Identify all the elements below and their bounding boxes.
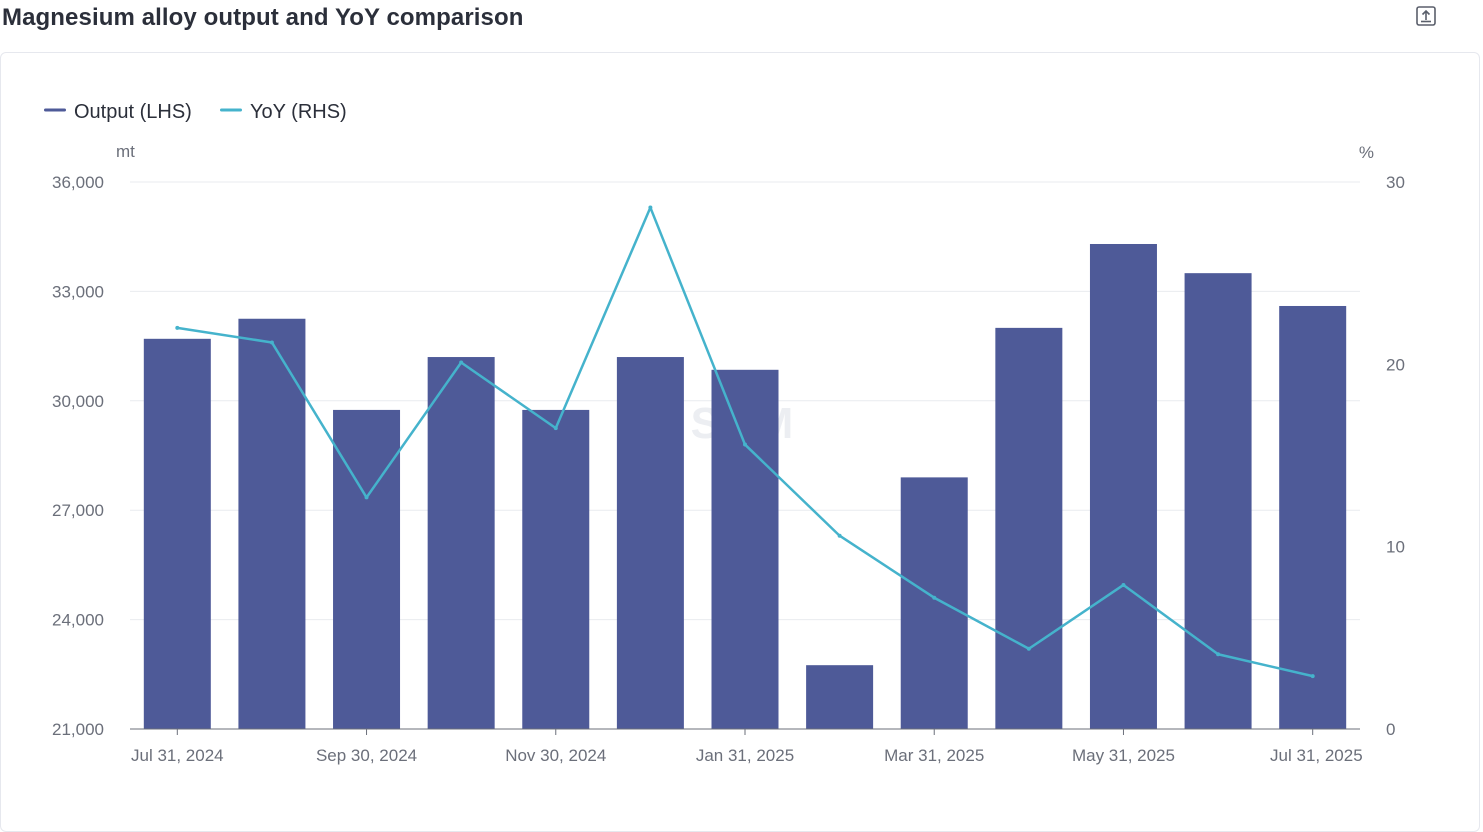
legend-label-output: Output (LHS) (74, 101, 192, 123)
left-tick-label: 36,000 (52, 173, 104, 192)
left-tick-label: 33,000 (52, 282, 104, 301)
x-tick-label: Mar 31, 2025 (884, 746, 984, 765)
legend-swatch-output (44, 108, 66, 112)
yoy-point[interactable] (743, 442, 747, 447)
export-icon[interactable] (1414, 4, 1438, 28)
bar[interactable] (806, 665, 874, 729)
right-axis: 0 10 20 30 (1386, 173, 1405, 739)
yoy-point[interactable] (269, 340, 274, 345)
x-tick-label: Jan 31, 2025 (696, 746, 794, 765)
bar[interactable] (711, 369, 779, 729)
left-axis-unit: mt (116, 142, 135, 161)
line-series (175, 205, 1315, 679)
yoy-point[interactable] (1121, 582, 1126, 587)
bar[interactable] (995, 327, 1063, 729)
yoy-point[interactable] (459, 360, 464, 365)
yoy-point[interactable] (364, 495, 369, 500)
x-tick-label: Nov 30, 2024 (505, 746, 606, 765)
x-tick-label: May 31, 2025 (1072, 746, 1175, 765)
bar[interactable] (238, 318, 306, 729)
bar[interactable] (427, 357, 495, 729)
legend-item-output[interactable]: Output (LHS) (44, 101, 192, 123)
yoy-point[interactable] (837, 533, 842, 538)
right-axis-unit: % (1359, 143, 1374, 162)
x-tick-label: Jul 31, 2024 (131, 746, 224, 765)
bar[interactable] (522, 409, 590, 729)
page-title: Magnesium alloy output and YoY compariso… (2, 4, 524, 31)
yoy-point[interactable] (1026, 646, 1031, 651)
left-tick-label: 21,000 (52, 720, 104, 739)
right-tick-label: 30 (1386, 173, 1405, 192)
yoy-point[interactable] (1310, 674, 1315, 679)
bar-series (143, 243, 1347, 729)
left-tick-label: 24,000 (52, 611, 104, 630)
bar[interactable] (143, 338, 211, 729)
yoy-point[interactable] (648, 205, 653, 210)
bar[interactable] (616, 357, 684, 729)
right-tick-label: 20 (1386, 355, 1405, 374)
bar[interactable] (900, 477, 968, 729)
legend: Output (LHS) YoY (RHS) (44, 101, 347, 123)
x-tick-label: Jul 31, 2025 (1270, 746, 1363, 765)
left-axis: 21,000 24,000 27,000 30,000 33,000 36,000 (52, 173, 104, 739)
bar[interactable] (1089, 243, 1157, 729)
left-tick-label: 27,000 (52, 501, 104, 520)
legend-swatch-yoy (220, 108, 242, 112)
x-tick-label: Sep 30, 2024 (316, 746, 417, 765)
left-tick-label: 30,000 (52, 392, 104, 411)
bar[interactable] (1279, 305, 1347, 729)
legend-item-yoy[interactable]: YoY (RHS) (220, 101, 347, 123)
legend-label-yoy: YoY (RHS) (250, 101, 347, 123)
x-axis: Jul 31, 2024 Sep 30, 2024 Nov 30, 2024 Jan … (131, 729, 1363, 765)
yoy-point[interactable] (1216, 652, 1221, 657)
yoy-point[interactable] (553, 426, 558, 431)
yoy-point[interactable] (175, 325, 180, 330)
right-tick-label: 10 (1386, 538, 1405, 557)
right-tick-label: 0 (1386, 720, 1395, 739)
yoy-point[interactable] (932, 595, 937, 600)
